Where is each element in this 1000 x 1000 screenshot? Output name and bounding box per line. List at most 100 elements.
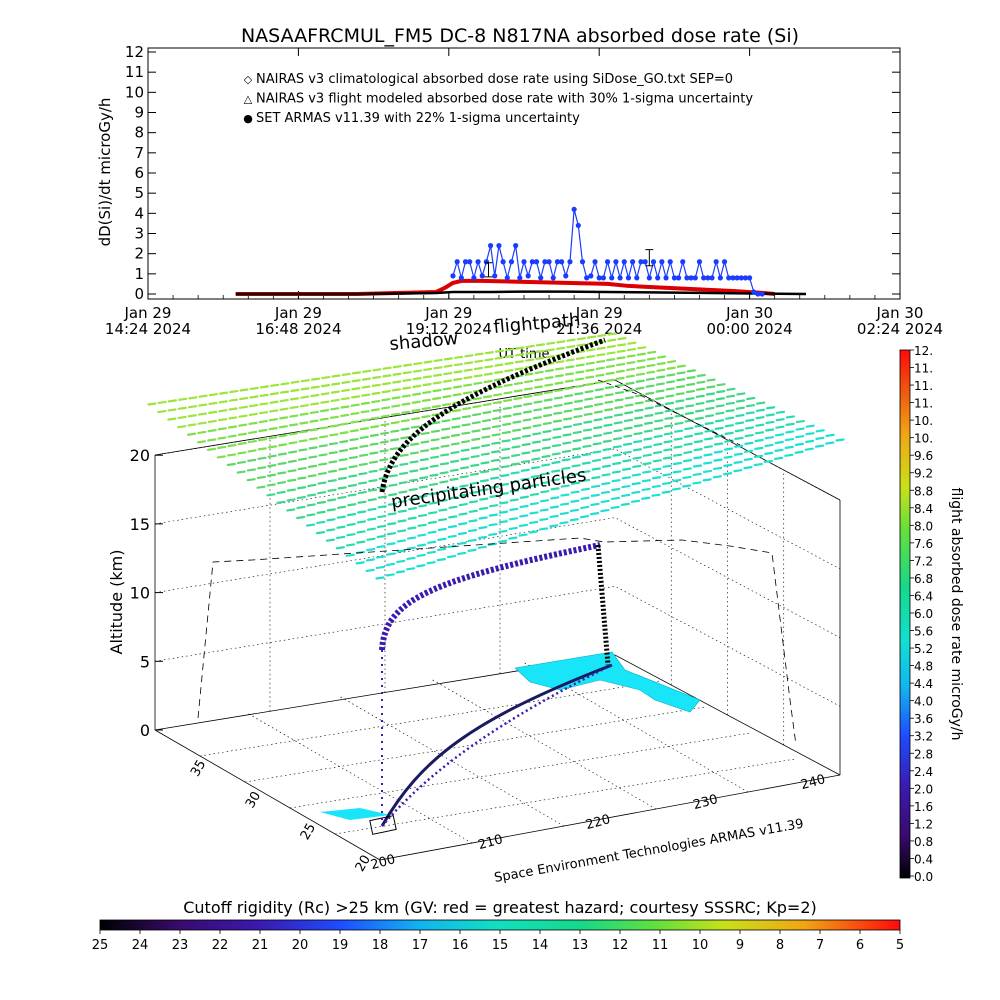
precip-mark	[723, 455, 733, 459]
colorbar-title: Cutoff rigidity (Rc) >25 km (GV: red = g…	[183, 898, 817, 917]
precip-mark	[744, 449, 754, 453]
precip-mark	[422, 375, 432, 379]
precip-mark	[560, 493, 570, 497]
precip-mark	[605, 364, 616, 369]
precip-mark	[513, 389, 523, 393]
precip-mark	[785, 415, 796, 419]
precip-mark	[208, 401, 218, 406]
precip-mark	[450, 433, 461, 438]
precip-mark	[641, 479, 651, 483]
precip-mark	[417, 533, 427, 537]
precip-mark	[398, 490, 408, 494]
precip-mark	[350, 403, 360, 407]
precip-mark	[494, 349, 505, 353]
precip-mark	[484, 358, 494, 362]
precip-mark	[705, 406, 715, 411]
precip-mark	[535, 343, 546, 347]
precip-mark	[431, 413, 441, 417]
grid-line	[244, 706, 706, 783]
precip-mark	[673, 445, 683, 449]
precip-mark	[327, 479, 337, 483]
precip-mark	[473, 366, 484, 371]
precip-mark	[326, 508, 336, 512]
grid-line	[289, 732, 751, 809]
colorbar-gradient	[899, 349, 911, 879]
precip-mark	[625, 374, 635, 378]
z-tick-label: 5	[140, 652, 150, 671]
colorbar-tick-label: 11.	[914, 362, 933, 376]
precip-mark	[672, 461, 682, 466]
precip-mark	[508, 536, 518, 540]
precip-mark	[551, 452, 561, 456]
precip-mark	[562, 425, 573, 429]
precip-mark	[319, 426, 329, 430]
precip-mark	[441, 419, 451, 423]
precip-mark	[685, 404, 695, 408]
precip-mark	[266, 483, 276, 487]
precip-mark	[591, 458, 602, 463]
precip-mark	[327, 488, 337, 492]
precip-mark	[428, 511, 438, 515]
precip-mark	[457, 541, 467, 546]
data-point	[684, 275, 690, 281]
precip-mark	[453, 377, 463, 381]
y-tick-label: 12	[125, 43, 144, 61]
precip-mark	[349, 420, 360, 424]
precip-mark	[197, 421, 207, 425]
precip-mark	[458, 522, 468, 526]
precip-mark	[532, 424, 542, 428]
precip-mark	[645, 384, 655, 388]
precip-mark	[805, 432, 815, 436]
colorbar-tick-label: 6.0	[914, 607, 933, 621]
precip-mark	[339, 431, 349, 435]
precip-mark	[634, 393, 645, 398]
precip-mark	[257, 447, 267, 451]
precip-mark	[712, 475, 722, 479]
precip-mark	[539, 517, 549, 522]
precip-mark	[746, 396, 756, 401]
precip-mark	[410, 442, 420, 446]
precip-mark	[572, 439, 582, 443]
data-point	[646, 275, 652, 281]
precip-mark	[511, 453, 521, 458]
precip-mark	[584, 382, 594, 386]
precip-mark	[549, 505, 559, 509]
precip-mark	[713, 458, 723, 462]
precip-mark	[745, 418, 755, 422]
floor-front-right-edge	[379, 774, 841, 861]
precip-mark	[704, 429, 714, 433]
precip-mark	[533, 392, 543, 397]
precip-mark	[379, 458, 389, 462]
precip-mark	[381, 390, 391, 394]
precip-mark	[625, 381, 635, 385]
precip-mark	[663, 448, 673, 452]
precip-mark	[300, 387, 310, 391]
precip-mark	[686, 382, 696, 387]
precip-mark	[370, 416, 380, 420]
precip-mark	[563, 401, 573, 405]
data-point	[529, 259, 535, 265]
precip-mark	[388, 493, 398, 497]
precip-mark	[550, 478, 560, 482]
precip-mark	[676, 364, 686, 368]
precip-mark	[299, 421, 309, 425]
precip-mark	[490, 467, 500, 471]
precip-mark	[167, 417, 177, 421]
precip-mark	[442, 395, 452, 399]
precip-mark	[499, 501, 509, 505]
precip-mark	[499, 482, 510, 487]
precip-mark	[450, 450, 460, 455]
precip-mark	[318, 462, 328, 466]
precip-mark	[651, 493, 661, 497]
precip-mark	[509, 498, 519, 502]
data-point	[550, 275, 556, 281]
grid-line	[154, 448, 841, 570]
precip-mark	[682, 459, 693, 463]
precip-mark	[662, 464, 672, 468]
precip-mark	[539, 499, 550, 503]
precip-mark	[358, 472, 368, 476]
precip-mark	[432, 396, 442, 401]
data-point	[525, 273, 531, 279]
precip-mark	[478, 516, 488, 520]
precip-mark	[511, 428, 522, 432]
